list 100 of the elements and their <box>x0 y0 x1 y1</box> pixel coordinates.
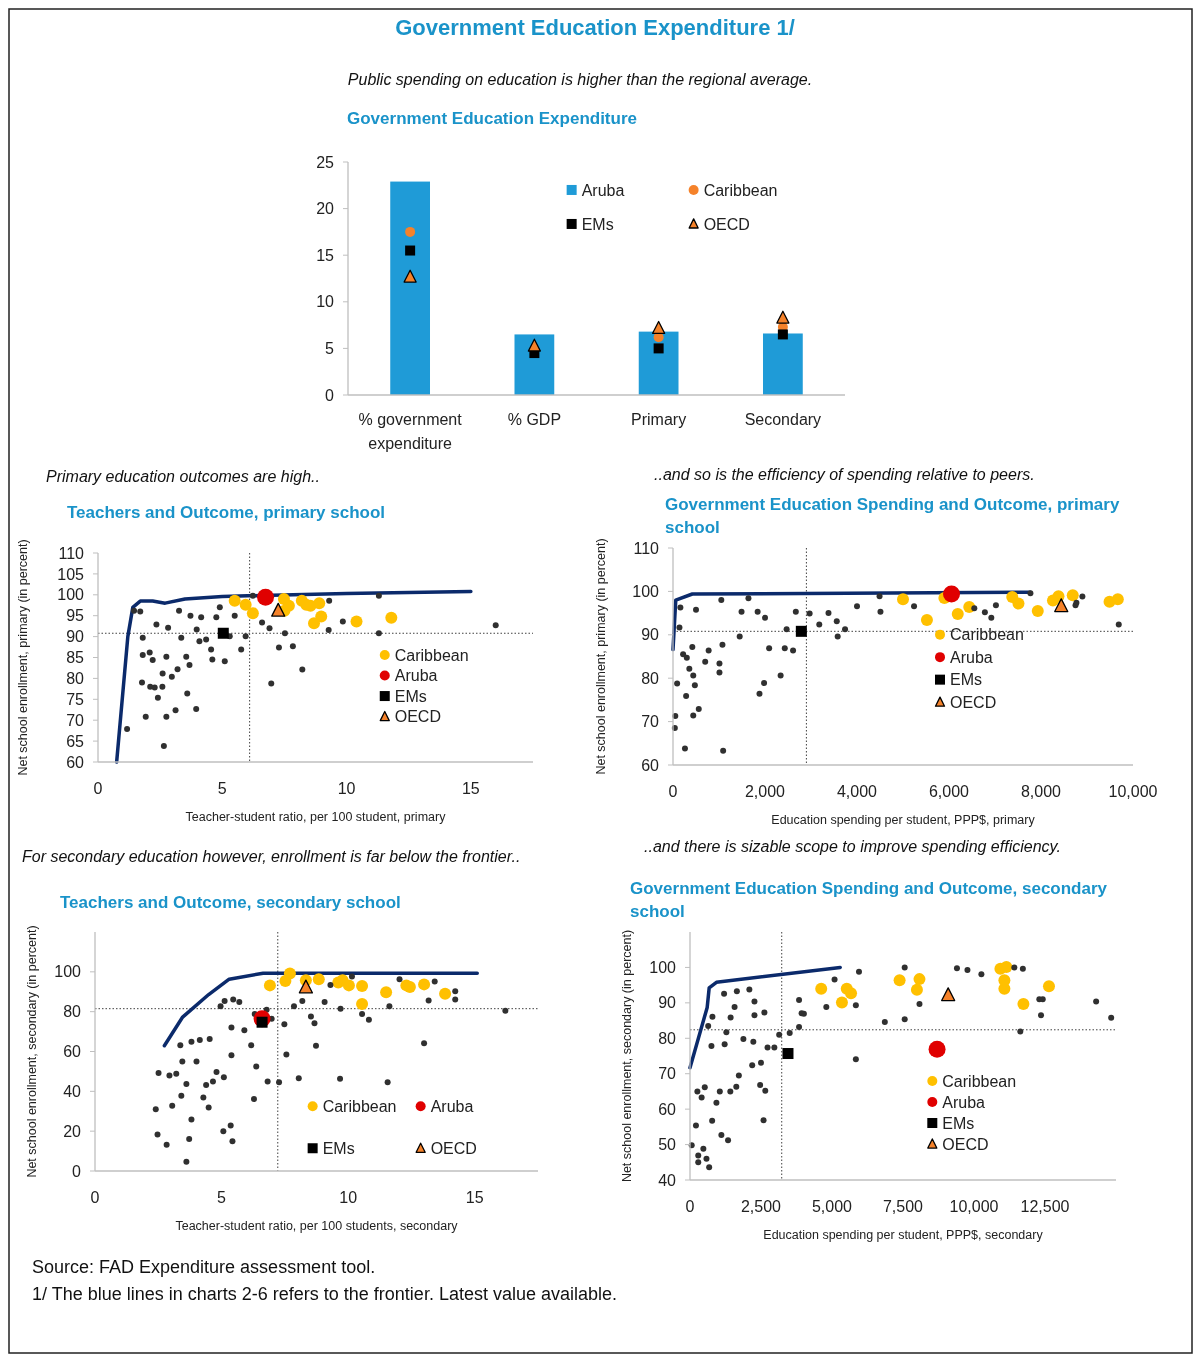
legend-label: OECD <box>394 708 441 726</box>
y-tick-label: 80 <box>66 670 85 687</box>
legend-label: EMs <box>950 671 982 689</box>
y-tick-label: 60 <box>658 1100 677 1118</box>
x-tick-label: % GDP <box>507 411 562 428</box>
chart-subtitle: ..and so is the efficiency of spending relative to peers. <box>654 466 1035 483</box>
y-axis-title: Net school enrollment, primary (in percent) <box>16 539 30 776</box>
y-tick-label: 10 <box>316 293 335 311</box>
y-tick-label: 70 <box>641 713 660 731</box>
text: Government Education Expenditure 1/ <box>395 15 795 40</box>
chart-title: Teachers and Outcome, secondary school <box>60 893 401 912</box>
x-tick-label: 2,000 <box>744 783 786 800</box>
chart-title: Teachers and Outcome, primary school <box>67 503 386 522</box>
legend-label: OECD <box>942 1135 989 1153</box>
y-tick-label: 100 <box>632 583 660 600</box>
y-tick-label: 40 <box>63 1082 82 1100</box>
chart-subtitle: Primary education outcomes are high.. <box>46 468 320 485</box>
y-tick-label: 110 <box>633 539 660 557</box>
x-tick-label: 6,000 <box>928 783 970 800</box>
chart-title: Government Education Spending and Outcome, primary school <box>665 495 1120 537</box>
y-axis-title: Net school enrollment, secondary (in percent) <box>25 925 39 1178</box>
legend-label: Aruba <box>942 1093 986 1111</box>
y-tick-label: 70 <box>658 1065 677 1083</box>
y-tick-label: 60 <box>641 756 660 774</box>
y-tick-label: 70 <box>66 711 85 729</box>
legend-label: EMs <box>581 215 614 233</box>
y-tick-label: 90 <box>641 626 660 644</box>
y-tick-label: 100 <box>54 963 82 981</box>
y-tick-label: 100 <box>649 959 677 977</box>
x-tick-label: 0 <box>93 780 103 797</box>
y-axis-title: Net school enrollment, primary (in percent) <box>594 538 608 775</box>
chart-subtitle: Public spending on education is higher than the regional average. <box>347 71 813 88</box>
legend-label: Caribbean <box>394 646 469 664</box>
legend-label: Aruba <box>581 181 625 199</box>
y-tick-label: 90 <box>658 994 677 1012</box>
y-tick-label: 95 <box>66 607 85 625</box>
y-tick-label: 75 <box>66 690 85 708</box>
x-tick-label: 5 <box>217 1189 227 1206</box>
legend-label: Caribbean <box>703 181 778 199</box>
y-tick-label: 5 <box>325 340 335 357</box>
y-tick-label: 60 <box>66 753 85 771</box>
chart-title: Government Education Spending and Outcome, secondary school <box>630 879 1108 921</box>
x-tick-label: 10 <box>337 780 356 797</box>
x-tick-label: 5,000 <box>811 1198 853 1215</box>
y-tick-label: 105 <box>57 565 85 583</box>
legend-label: EMs <box>394 687 427 705</box>
y-tick-label: 20 <box>316 200 335 218</box>
y-tick-label: 90 <box>66 628 85 646</box>
legend-label: EMs <box>322 1139 355 1157</box>
x-tick-label: Secondary <box>744 411 822 428</box>
y-tick-label: 50 <box>658 1136 677 1154</box>
x-tick-label: 5 <box>217 780 227 797</box>
x-tick-label: % government expenditure <box>358 411 463 452</box>
legend-label: Caribbean <box>322 1097 397 1115</box>
legend-label: OECD <box>950 693 997 711</box>
chart-subtitle: ..and there is sizable scope to improve spending efficiency. <box>644 838 1061 855</box>
x-tick-label: 10,000 <box>1108 783 1158 800</box>
x-tick-label: 12,500 <box>1020 1198 1070 1215</box>
y-tick-label: 0 <box>325 386 335 404</box>
x-tick-label: 2,500 <box>740 1198 782 1215</box>
text: 1/ The blue lines in charts 2-6 refers to the frontier. Latest value available. <box>32 1284 617 1304</box>
y-tick-label: 15 <box>316 246 335 264</box>
legend-label: OECD <box>703 215 750 233</box>
legend-label: Aruba <box>394 667 438 685</box>
y-tick-label: 20 <box>63 1122 82 1140</box>
x-axis-title: Education spending per student, PPP$, primary <box>771 813 1036 827</box>
y-tick-label: 80 <box>641 669 660 687</box>
y-tick-label: 110 <box>58 544 85 562</box>
x-tick-label: 15 <box>465 1189 484 1206</box>
x-axis-title: Education spending per student, PPP$, secondary <box>763 1228 1044 1242</box>
x-tick-label: 8,000 <box>1020 783 1062 800</box>
x-tick-label: 10,000 <box>949 1198 999 1215</box>
x-tick-label: 7,500 <box>882 1198 924 1215</box>
y-tick-label: 40 <box>658 1171 677 1189</box>
legend-label: Aruba <box>950 648 993 666</box>
y-axis-title: Net school enrollment, secondary (in percent) <box>620 929 634 1183</box>
legend-label: Caribbean <box>942 1072 1017 1090</box>
y-tick-label: 80 <box>658 1029 677 1047</box>
legend-label: Aruba <box>430 1097 474 1115</box>
legend-label: Caribbean <box>950 626 1024 644</box>
legend-label: OECD <box>430 1139 477 1157</box>
x-tick-label: 10 <box>339 1189 358 1206</box>
chart-subtitle: For secondary education however, enrollment is far below the frontier.. <box>22 848 521 865</box>
y-tick-label: 80 <box>63 1003 82 1021</box>
x-axis-title: Teacher-student ratio, per 100 student, primary <box>185 810 447 824</box>
y-tick-label: 65 <box>66 732 85 750</box>
y-tick-label: 60 <box>63 1043 82 1061</box>
y-tick-label: 0 <box>72 1162 82 1180</box>
y-tick-label: 85 <box>66 649 85 667</box>
x-axis-title: Teacher-student ratio, per 100 students, secondary <box>175 1219 459 1233</box>
x-tick-label: 15 <box>461 780 480 797</box>
x-tick-label: 0 <box>685 1198 695 1215</box>
y-tick-label: 25 <box>316 153 335 171</box>
x-tick-label: Primary <box>631 411 687 428</box>
legend-label: EMs <box>942 1114 975 1132</box>
source-note: Source: FAD Expenditure assessment tool. <box>32 1257 376 1277</box>
x-tick-label: 0 <box>90 1189 100 1206</box>
y-tick-label: 100 <box>57 586 85 604</box>
x-tick-label: 4,000 <box>836 783 878 800</box>
chart-title: Government Education Expenditure <box>347 109 637 128</box>
